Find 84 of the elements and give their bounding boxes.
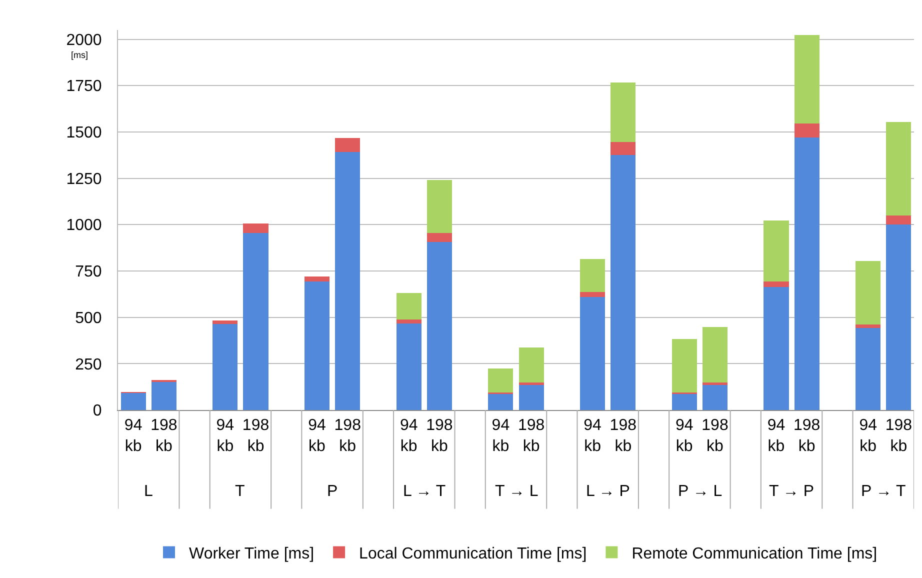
x-tick-label: 94 kb xyxy=(124,417,142,455)
bar xyxy=(794,35,820,124)
bar xyxy=(610,82,636,142)
x-tick-label: 94 kb xyxy=(216,417,234,455)
bar xyxy=(764,220,789,282)
bar xyxy=(886,224,912,410)
bar xyxy=(764,282,789,288)
text: L xyxy=(144,483,153,500)
x-tick-label: 94 kb xyxy=(400,417,418,455)
bar xyxy=(212,320,238,324)
legend-label: Worker Time [ms] xyxy=(189,546,314,563)
x-tick-label: 198 kb xyxy=(702,417,728,455)
x-tick-label: 94 kb xyxy=(675,417,694,455)
bar xyxy=(335,138,360,152)
bar xyxy=(120,392,146,410)
bar xyxy=(580,297,606,410)
y-tick-label: 1750 xyxy=(66,78,102,96)
bar xyxy=(886,216,912,224)
bar xyxy=(212,324,238,410)
x-tick-label: 198 kb xyxy=(610,417,637,455)
bar xyxy=(518,384,544,410)
bar xyxy=(243,224,268,233)
bar xyxy=(488,393,514,410)
bar xyxy=(580,292,606,298)
bar xyxy=(335,152,360,410)
bar xyxy=(426,180,452,233)
legend-label: Remote Communication Time [ms] xyxy=(632,546,878,563)
text: P xyxy=(327,483,338,500)
x-tick-label: 94 kb xyxy=(308,417,326,455)
x-tick-label: 94 kb xyxy=(492,417,510,455)
bar xyxy=(426,242,452,410)
bar xyxy=(488,368,514,393)
bar xyxy=(580,258,606,292)
text: T → L xyxy=(495,483,538,500)
y-tick-label: 250 xyxy=(75,356,102,374)
x-tick-label: 94 kb xyxy=(584,417,602,455)
bar xyxy=(610,154,636,410)
text: P → T xyxy=(861,483,906,500)
x-tick-label: 198 kb xyxy=(426,417,453,455)
x-tick-label: 94 kb xyxy=(767,417,786,455)
legend-label: Local Communication Time [ms] xyxy=(359,546,587,563)
y-tick-label: 2000 xyxy=(66,32,102,49)
bar xyxy=(243,232,268,410)
bar xyxy=(856,328,881,410)
bar xyxy=(672,393,697,410)
y-tick-label: 0 xyxy=(92,402,102,420)
bar xyxy=(304,276,330,282)
bar xyxy=(672,339,697,393)
bar xyxy=(396,293,422,320)
bar xyxy=(794,123,820,138)
text: P → L xyxy=(678,483,722,500)
bar xyxy=(396,323,422,410)
y-axis-title: [ms] xyxy=(71,50,88,60)
y-tick-label: 1500 xyxy=(66,124,102,142)
y-tick-label: 750 xyxy=(75,264,102,281)
x-tick-label: 198 kb xyxy=(518,417,545,455)
y-tick-label: 1000 xyxy=(66,217,102,234)
bar xyxy=(886,122,912,216)
text: T xyxy=(235,483,245,500)
bar xyxy=(426,232,452,242)
x-tick-label: 198 kb xyxy=(150,417,178,455)
text: L → P xyxy=(586,483,630,500)
bar xyxy=(396,320,422,324)
y-tick-label: 500 xyxy=(75,310,102,327)
x-tick-label: 198 kb xyxy=(885,417,912,455)
bar xyxy=(610,142,636,155)
bar xyxy=(151,382,176,410)
bar xyxy=(702,382,728,385)
bar xyxy=(702,384,728,410)
bar xyxy=(518,382,544,385)
bar xyxy=(304,281,330,410)
bar xyxy=(856,261,881,325)
x-tick-label: 198 kb xyxy=(242,417,270,455)
x-tick-label: 198 kb xyxy=(794,417,820,455)
x-tick-label: 94 kb xyxy=(859,417,878,455)
bar xyxy=(764,287,789,410)
bar xyxy=(702,326,728,382)
bar xyxy=(794,137,820,410)
bar xyxy=(856,324,881,328)
text: T → P xyxy=(769,483,814,500)
bar xyxy=(518,348,544,382)
y-tick-label: 1250 xyxy=(66,170,102,188)
text: L → T xyxy=(403,483,446,500)
x-tick-label: 198 kb xyxy=(334,417,362,455)
